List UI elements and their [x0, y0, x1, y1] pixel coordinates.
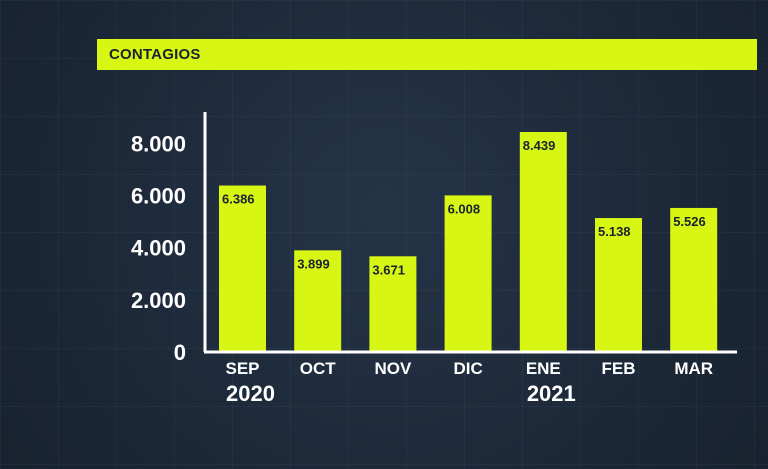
data-label-feb: 5.138	[598, 224, 631, 239]
year-label-2020: 2020	[226, 381, 275, 406]
x-axis-categories: SEP OCT NOV DIC ENE FEB MAR	[225, 359, 713, 378]
category-label-feb: FEB	[602, 359, 636, 378]
category-label-nov: NOV	[374, 359, 412, 378]
year-labels: 2020 2021	[226, 381, 576, 406]
data-label-sep: 6.386	[222, 192, 255, 207]
bar-dic	[444, 195, 492, 352]
data-label-mar: 5.526	[673, 214, 706, 229]
bar-mar	[670, 207, 718, 352]
category-label-dic: DIC	[453, 359, 482, 378]
data-labels: 6.386 3.899 3.671 6.008 8.439 5.138 5.526	[222, 138, 706, 277]
bar-ene	[519, 132, 567, 352]
y-tick-label: 2.000	[131, 288, 186, 313]
category-label-mar: MAR	[674, 359, 713, 378]
data-label-nov: 3.671	[372, 262, 405, 277]
title-bar: CONTAGIOS	[97, 39, 757, 70]
y-tick-label: 4.000	[131, 236, 186, 261]
y-tick-label: 6.000	[131, 184, 186, 209]
year-label-2021: 2021	[527, 381, 576, 406]
data-label-oct: 3.899	[297, 256, 330, 271]
y-axis-ticks: 0 2.000 4.000 6.000 8.000	[131, 131, 186, 365]
y-tick-label: 8.000	[131, 131, 186, 156]
bar-oct	[294, 250, 342, 352]
bar-feb	[595, 218, 642, 352]
data-label-dic: 6.008	[448, 201, 481, 216]
bar-nov	[369, 256, 417, 352]
category-label-ene: ENE	[526, 359, 561, 378]
chart-title: CONTAGIOS	[109, 46, 201, 63]
bar-sep	[219, 185, 266, 352]
category-label-oct: OCT	[300, 359, 337, 378]
y-tick-label: 0	[174, 340, 186, 365]
data-label-ene: 8.439	[523, 138, 556, 153]
bars	[219, 132, 718, 352]
category-label-sep: SEP	[225, 359, 259, 378]
